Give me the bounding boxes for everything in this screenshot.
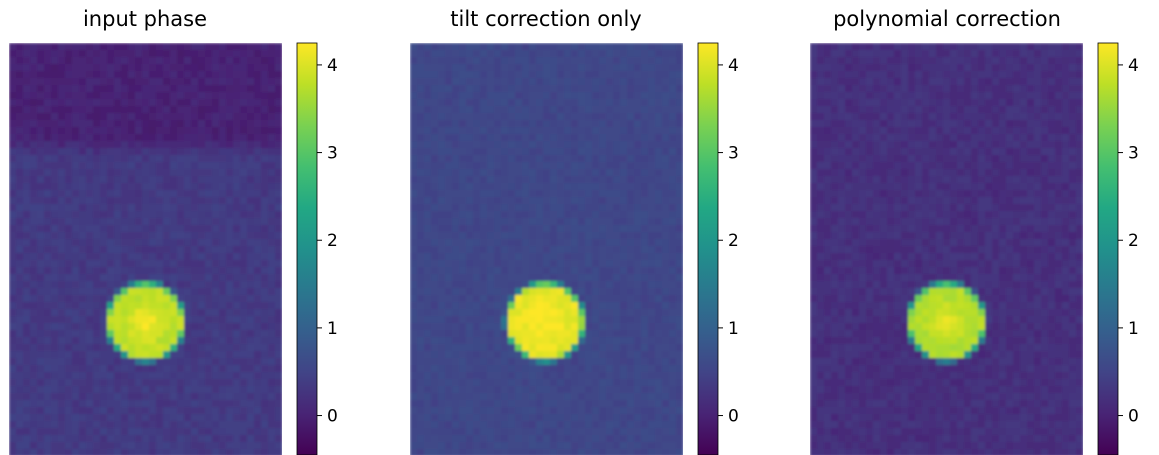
heatmap-image: [410, 43, 683, 455]
colorbar-tick-label: 4: [1128, 56, 1139, 76]
subplot-title: polynomial correction: [833, 7, 1061, 31]
colorbar-tick-label: 3: [728, 144, 739, 164]
colorbar: 0 1 2 3 4: [296, 42, 338, 455]
heatmap-image: [9, 43, 282, 455]
subplot-title: tilt correction only: [450, 7, 641, 31]
colorbar-gradient: [296, 42, 318, 455]
colorbar-tick-label: 1: [728, 319, 739, 339]
colorbar-tick-label: 1: [1128, 319, 1139, 339]
colorbar: 0 1 2 3 4: [1097, 42, 1139, 455]
colorbar-tick-label: 1: [327, 319, 338, 339]
colorbar-tick-label: 2: [1128, 231, 1139, 251]
heatmap-image: [810, 43, 1083, 455]
subplot-title: input phase: [83, 7, 207, 31]
colorbar-tick-label: 2: [327, 231, 338, 251]
colorbar: 0 1 2 3 4: [697, 42, 739, 455]
subplot-1: input phase 0 1 2 3 4: [9, 7, 338, 455]
subplot-3: polynomial correction 0 1 2 3 4: [810, 7, 1139, 455]
colorbar-tick-label: 3: [327, 144, 338, 164]
colorbar-tick-label: 2: [728, 231, 739, 251]
colorbar-tick-label: 3: [1128, 144, 1139, 164]
subplot-2: tilt correction only 0 1 2 3 4: [410, 7, 739, 455]
colorbar-tick-label: 0: [1128, 407, 1139, 427]
colorbar-tick-label: 4: [728, 56, 739, 76]
colorbar-tick-label: 4: [327, 56, 338, 76]
colorbar-gradient: [697, 42, 719, 455]
colorbar-tick-label: 0: [327, 407, 338, 427]
colorbar-gradient: [1097, 42, 1119, 455]
colorbar-tick-label: 0: [728, 407, 739, 427]
